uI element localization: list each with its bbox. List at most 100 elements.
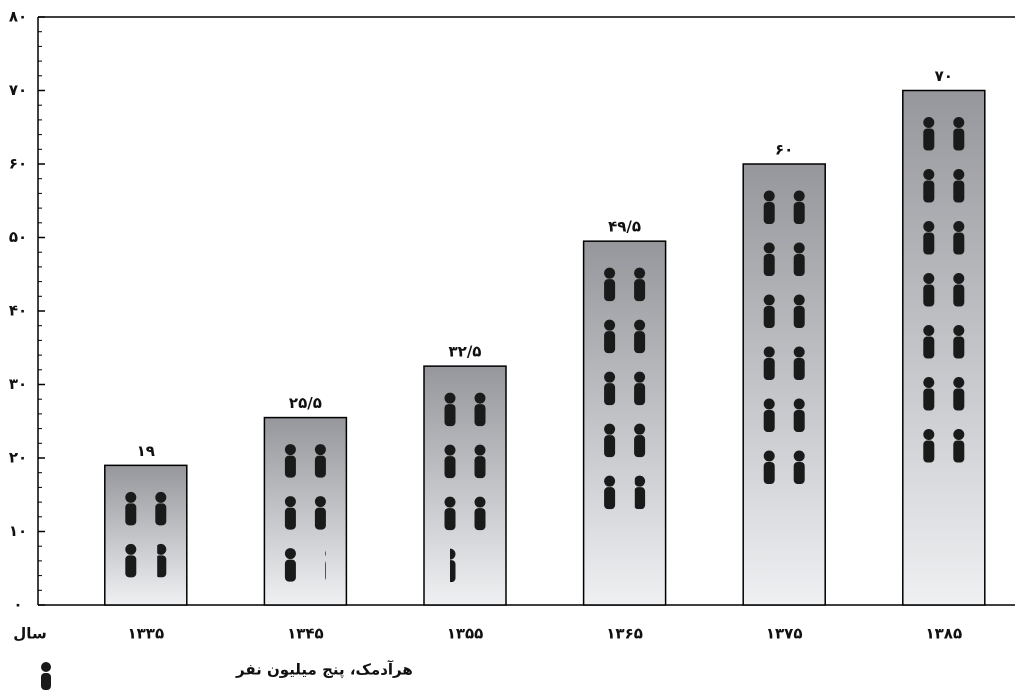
- person-icon-body: [634, 487, 646, 510]
- person-icon: [125, 491, 137, 526]
- person-icon-body: [793, 202, 805, 224]
- person-icon: [953, 117, 965, 151]
- person-icon: [474, 496, 486, 531]
- person-icon: [763, 346, 775, 380]
- person-icon-body: [923, 180, 935, 203]
- person-icon-body: [763, 410, 775, 432]
- x-tick-label: ۱۳۵۵: [447, 625, 484, 643]
- person-icon-body: [953, 336, 965, 359]
- person-icon-head: [763, 190, 775, 202]
- person-icon: [604, 371, 616, 406]
- person-icon: [923, 221, 935, 255]
- person-icon: [634, 423, 646, 458]
- person-icon: [953, 221, 965, 255]
- person-icon-head: [634, 423, 646, 435]
- value-label: ۱۹: [137, 442, 155, 460]
- person-icon-head: [604, 423, 616, 435]
- person-icon: [953, 169, 965, 203]
- person-icon: [793, 242, 805, 276]
- person-icon: [923, 169, 935, 203]
- person-icon: [634, 475, 646, 510]
- person-icon-head: [125, 491, 137, 503]
- person-icon-body: [634, 435, 646, 458]
- x-tick-label: ۱۳۸۵: [925, 625, 962, 643]
- person-icon-body: [763, 306, 775, 328]
- person-icon: [444, 496, 456, 531]
- person-icon: [793, 346, 805, 380]
- y-tick-label: ۵۰: [9, 228, 27, 246]
- person-icon-head: [444, 444, 456, 456]
- legend-icon-head: [41, 662, 51, 672]
- person-icon-head: [634, 475, 646, 487]
- person-icon-body: [763, 202, 775, 224]
- person-icon: [284, 444, 296, 478]
- bar-group: ۲۵/۵: [263, 394, 348, 606]
- person-icon-head: [793, 450, 805, 462]
- person-icon: [604, 267, 616, 302]
- person-icon-head: [125, 543, 137, 555]
- person-icon: [634, 371, 646, 406]
- y-tick-label: ۳۰: [9, 375, 27, 393]
- person-icon: [284, 548, 296, 582]
- person-icon-body: [634, 279, 646, 302]
- person-icon-head: [474, 496, 486, 508]
- person-icon-head: [284, 444, 296, 456]
- person-icon-head: [953, 117, 965, 128]
- person-icon-head: [284, 496, 296, 508]
- bar-group: ۱۹: [104, 442, 188, 606]
- person-icon: [763, 450, 775, 484]
- person-icon-head: [923, 169, 935, 180]
- person-icon-body: [953, 440, 965, 463]
- person-icon-head: [923, 325, 935, 336]
- person-icon: [474, 392, 486, 427]
- person-icon-body: [634, 331, 646, 354]
- person-icon-body: [155, 503, 167, 526]
- person-icon-body: [793, 306, 805, 328]
- person-icon-head: [923, 377, 935, 388]
- person-icon-body: [953, 128, 965, 151]
- person-icon-head: [953, 325, 965, 336]
- person-icon: [604, 319, 616, 354]
- person-icon: [793, 398, 805, 432]
- bar: [902, 89, 986, 606]
- person-icon: [793, 450, 805, 484]
- person-icon-body: [923, 232, 935, 255]
- person-icon-body: [284, 559, 296, 582]
- person-icon-head: [444, 496, 456, 508]
- person-icon-head: [923, 221, 935, 232]
- person-icon-head: [953, 169, 965, 180]
- x-tick-label: ۱۳۷۵: [766, 625, 803, 643]
- person-icon: [444, 392, 456, 427]
- person-icon-body: [923, 388, 935, 411]
- bar: [104, 464, 188, 606]
- person-icon-head: [634, 371, 646, 383]
- person-icon: [953, 377, 965, 411]
- y-tick-label: ۴۰: [9, 302, 27, 320]
- person-icon: [953, 325, 965, 359]
- person-icon-head: [793, 398, 805, 410]
- person-icon-body: [450, 560, 456, 583]
- person-icon-head: [157, 543, 167, 555]
- x-tick-label: ۱۳۴۵: [287, 625, 324, 643]
- person-icon: [314, 444, 326, 478]
- person-icon-head: [604, 319, 616, 331]
- person-icon-body: [953, 180, 965, 203]
- person-icon: [923, 377, 935, 411]
- person-icon-body: [763, 358, 775, 380]
- legend-text: هرآدمک، پنج میلیون نفر: [235, 661, 413, 680]
- person-icon-body: [604, 487, 616, 510]
- person-icon-body: [474, 508, 486, 531]
- person-icon-head: [474, 444, 486, 456]
- person-icon-body: [474, 404, 486, 427]
- y-tick-label: ۱۰: [9, 522, 27, 540]
- value-label: ۳۲/۵: [449, 343, 482, 361]
- person-icon: [450, 548, 456, 583]
- legend-icon-body: [41, 673, 51, 690]
- person-icon: [604, 475, 616, 510]
- person-icon-head: [793, 346, 805, 358]
- person-icon: [125, 543, 137, 578]
- person-icon: [793, 294, 805, 328]
- person-icon: [604, 423, 616, 458]
- bar-group: ۳۲/۵: [423, 343, 507, 606]
- person-icon-head: [923, 429, 935, 440]
